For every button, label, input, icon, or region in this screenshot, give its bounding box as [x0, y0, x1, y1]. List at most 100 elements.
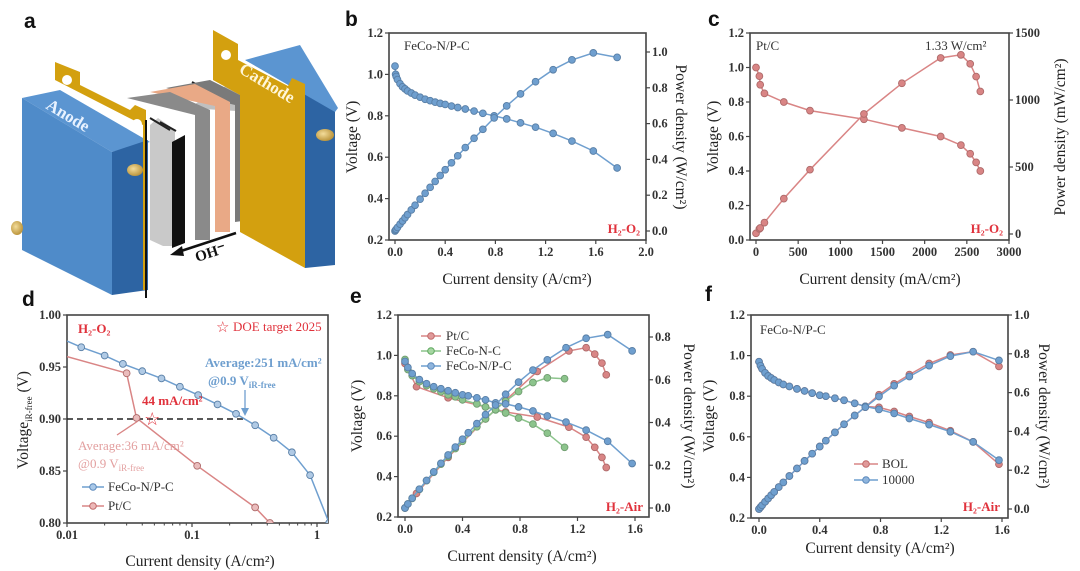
- b-power-point: [441, 165, 450, 174]
- panel-a-illustration: a Cathode Anode: [11, 10, 338, 298]
- e-y-tick-label: 1.0: [376, 348, 392, 362]
- c-y2-tick-label: 500: [1015, 160, 1034, 174]
- b-voltage-point: [391, 62, 399, 70]
- e-voltage-point: [422, 379, 431, 388]
- f-power-point: [890, 381, 899, 390]
- d-voltage-point: [251, 503, 259, 512]
- b-power-line-0: [394, 52, 618, 232]
- e-voltage-point: [473, 393, 481, 402]
- anode-block-front: [22, 98, 112, 295]
- b-voltage-point: [441, 100, 450, 109]
- f-y2-tick-label: 1.0: [1014, 308, 1030, 322]
- d-pt-arrow: [116, 420, 139, 436]
- f-y-axis-title: Voltage (V): [701, 380, 718, 452]
- e-voltage-line-2: [404, 361, 633, 465]
- e-power-point: [598, 359, 606, 367]
- b-y2-tick-label: 0.8: [652, 81, 668, 95]
- f-legend-bol: BOL: [882, 456, 908, 471]
- cathode-block-side: [245, 60, 335, 268]
- e-voltage-point: [514, 403, 523, 411]
- b-x-axis-title: Current density (A/cm²): [442, 271, 591, 288]
- panel-letter-c: c: [708, 8, 720, 31]
- d-voltage-line-0: [67, 340, 328, 523]
- cathode-tab-hole: [221, 50, 231, 60]
- b-power-point: [516, 90, 525, 98]
- d-plot-area: [67, 340, 328, 523]
- c-voltage-point: [806, 106, 814, 115]
- c-x-axis-title: Current density (mA/cm²): [799, 271, 960, 288]
- e-power-point: [464, 428, 473, 437]
- d-legend-fecop: FeCo-N/P-C: [108, 479, 174, 494]
- c-power-line-0: [755, 54, 982, 234]
- f-voltage-point: [995, 456, 1003, 464]
- d-voltage-point: [232, 409, 240, 418]
- c-voltage-point: [936, 132, 945, 141]
- b-y-tick-label: 0.4: [367, 192, 383, 206]
- c-power-point: [806, 165, 814, 174]
- e-y2-tick-label: 0.4: [655, 416, 671, 430]
- f-power-point: [770, 488, 779, 496]
- f-power-point: [793, 464, 801, 473]
- e-voltage-point: [444, 386, 452, 395]
- e-voltage-point: [481, 395, 490, 404]
- d-x-tick-label: 0.1: [184, 528, 200, 542]
- cathode-block-top: [245, 45, 338, 112]
- b-y2-tick-label: 1.0: [652, 45, 668, 59]
- c-power-point: [756, 224, 765, 232]
- f-y2-tick-label: 0.6: [1014, 386, 1030, 400]
- b-x-tick-label: 0.0: [387, 245, 403, 259]
- c-voltage-point: [755, 72, 764, 80]
- e-power-point: [444, 451, 452, 459]
- c-power-point: [898, 79, 906, 88]
- e-power-point: [603, 330, 612, 339]
- e-power-point: [514, 387, 523, 396]
- e-plot-area: [401, 330, 636, 512]
- f-x-tick-label: 0.0: [751, 523, 767, 537]
- e-y2-tick-label: 0.0: [655, 501, 671, 515]
- b-power-point: [470, 134, 478, 143]
- e-y-tick-label: 1.2: [376, 308, 392, 322]
- c-power-point: [760, 218, 769, 227]
- c-sample-label: Pt/C: [756, 38, 779, 53]
- f-voltage-point: [821, 392, 830, 401]
- e-power-point: [529, 366, 537, 374]
- f-power-point: [969, 347, 977, 356]
- f-power-point: [875, 392, 883, 401]
- e-power-point: [628, 347, 636, 355]
- f-plot-frame: [750, 314, 1009, 519]
- f-legend: BOL 10000: [854, 456, 915, 487]
- e-voltage-point: [429, 382, 438, 391]
- f-voltage-point: [785, 382, 794, 391]
- f-condition-label: H₂-Air: [963, 499, 1000, 514]
- c-x-tick-label: 2500: [954, 245, 979, 259]
- d-legend: FeCo-N/P-C Pt/C: [82, 479, 174, 513]
- f-power-point: [905, 372, 914, 381]
- e-legend-pt: Pt/C: [446, 328, 469, 343]
- c-y2-tick-label: 1000: [1015, 93, 1040, 107]
- d-voltage-point: [77, 343, 86, 352]
- f-voltage-point: [831, 394, 839, 403]
- c-power-point: [966, 59, 975, 68]
- e-x-axis-title: Current density (A/cm²): [447, 548, 596, 565]
- f-voltage-point: [800, 387, 809, 395]
- b-voltage-point: [447, 102, 456, 110]
- c-x-tick-label: 3000: [997, 245, 1022, 259]
- d-target-legend: DOE target 2025: [233, 319, 322, 334]
- f-x-tick-label: 1.6: [994, 523, 1010, 537]
- charts: 0.0 0.4 0.8 1.2 1.6 2.00.20.40.60.81.01.20.00…: [39, 26, 1040, 542]
- d-voltage-point: [119, 360, 127, 368]
- d-voltage-point: [193, 461, 202, 470]
- d-voltage-point: [157, 374, 166, 383]
- panel-letter-f: f: [705, 283, 713, 306]
- d-voltage-point: [138, 367, 147, 376]
- b-power-point: [426, 183, 434, 192]
- e-y2-axis-title: Power density (W/cm²): [680, 344, 697, 489]
- f-y2-tick-label: 0.0: [1014, 502, 1030, 516]
- b-power-point: [431, 177, 440, 186]
- e-x-tick-label: 0.8: [512, 522, 528, 536]
- chart-d: 0.01 0.1 1 0.80 0.85 0.90 0.95 1.00 ☆: [39, 308, 329, 542]
- b-y-tick-label: 0.6: [367, 150, 383, 164]
- cathode-connector-peg: [316, 129, 334, 141]
- d-voltage-point: [213, 400, 222, 409]
- e-power-point: [543, 373, 552, 382]
